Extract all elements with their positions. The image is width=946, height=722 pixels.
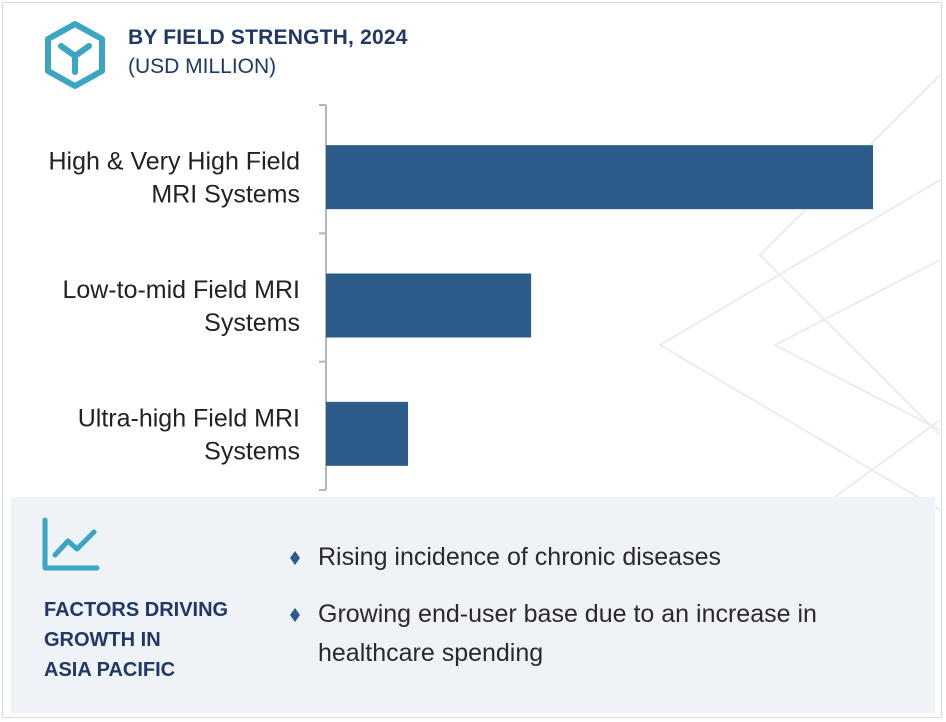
factors-panel — [11, 497, 935, 713]
chart-subtitle: (USD MILLION) — [128, 55, 277, 78]
factors-list: Rising incidence of chronic diseases Gro… — [288, 538, 908, 691]
bar-2 — [326, 273, 532, 338]
category-label: Ultra-high Field MRI — [78, 404, 300, 432]
bar-chart: High & Very High Field MRI Systems Low-to-… — [48, 104, 873, 491]
factors-title: FACTORS DRIVING GROWTH IN ASIA PACIFIC — [44, 599, 229, 681]
category-label: MRI Systems — [151, 181, 300, 209]
diamond-bullet-icon — [290, 551, 300, 565]
factor-item: Growing end-user base due to an increase… — [288, 595, 908, 673]
category-label: Systems — [204, 309, 300, 337]
chart-title: BY FIELD STRENGTH, 2024 — [128, 26, 408, 49]
factor-text: Rising incidence of chronic diseases — [318, 543, 721, 571]
y-hexagon-logo-icon — [45, 21, 105, 89]
bar-3 — [326, 401, 409, 466]
factor-item: Rising incidence of chronic diseases — [288, 538, 908, 577]
diamond-bullet-icon — [290, 608, 300, 622]
category-label: High & Very High Field — [48, 148, 300, 176]
category-label: Low-to-mid Field MRI — [62, 276, 300, 304]
category-label: Systems — [204, 437, 300, 465]
bar-1 — [326, 145, 873, 210]
line-chart-growth-icon — [42, 517, 100, 571]
factor-text: Growing end-user base due to an increase… — [318, 600, 817, 667]
